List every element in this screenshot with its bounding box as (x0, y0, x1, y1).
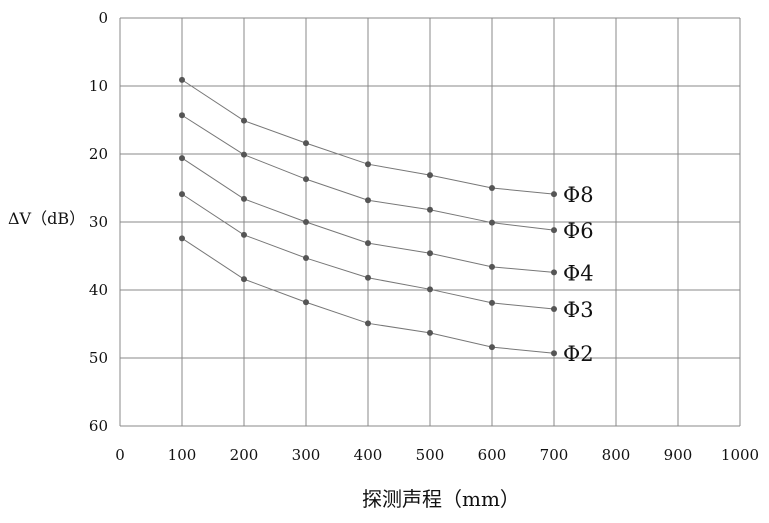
data-point (427, 329, 433, 336)
data-point (241, 231, 247, 238)
x-tick-label: 900 (664, 446, 693, 464)
x-tick-label: 400 (354, 446, 383, 464)
data-point (551, 350, 557, 357)
data-point (179, 155, 185, 162)
y-tick-label: 40 (89, 281, 108, 299)
data-point (551, 227, 557, 234)
y-tick-label: 60 (89, 417, 108, 435)
data-point (427, 286, 433, 293)
grid (119, 17, 741, 427)
x-tick-label: 100 (168, 446, 197, 464)
data-point (303, 176, 309, 183)
y-tick-label: 30 (89, 213, 108, 231)
x-tick-label: 600 (478, 446, 507, 464)
x-tick-label: 700 (540, 446, 569, 464)
tick-labels: 0 100 200 300 400 500 600 700 800 900 1000 0 10 20 30 4… (89, 9, 759, 464)
data-point (427, 250, 433, 257)
x-tick-label: 500 (416, 446, 445, 464)
data-point (551, 269, 557, 276)
data-point (551, 191, 557, 198)
data-point (241, 117, 247, 124)
data-point (241, 151, 247, 158)
data-point (179, 76, 185, 83)
data-point (365, 197, 371, 204)
y-tick-label: 10 (89, 77, 108, 95)
data-point (489, 299, 495, 306)
x-tick-label: 300 (292, 446, 321, 464)
data-point (365, 274, 371, 281)
data-point (303, 255, 309, 262)
data-point (179, 235, 185, 242)
data-point (489, 344, 495, 351)
x-axis-label: 探测声程（mm） (362, 487, 520, 511)
data-point (489, 219, 495, 226)
data-point (179, 191, 185, 198)
series-label: Φ4 (563, 261, 594, 285)
data-point (179, 112, 185, 119)
data-point (365, 240, 371, 247)
data-point (551, 306, 557, 313)
data-point (365, 161, 371, 168)
data-point (303, 299, 309, 306)
series-group: Φ8 Φ6 Φ4 Φ3 Φ2 (179, 76, 594, 366)
series-label: Φ3 (563, 298, 594, 322)
data-point (303, 219, 309, 225)
x-tick-label: 0 (115, 446, 125, 464)
data-point (427, 172, 433, 179)
x-tick-label: 800 (602, 446, 631, 464)
y-tick-label: 0 (98, 9, 108, 27)
series-label: Φ6 (563, 219, 594, 243)
data-point (489, 185, 495, 191)
data-point (427, 206, 433, 213)
data-point (365, 320, 371, 327)
x-tick-label: 1000 (721, 446, 759, 464)
data-point (241, 276, 247, 283)
data-point (241, 195, 247, 202)
series-label: Φ2 (563, 342, 594, 366)
y-tick-label: 50 (89, 349, 108, 367)
y-axis-label: ΔV（dB） (8, 209, 85, 228)
series-label: Φ8 (563, 183, 594, 207)
y-tick-label: 20 (89, 145, 108, 163)
data-point (303, 140, 309, 147)
x-tick-label: 200 (230, 446, 259, 464)
data-point (489, 263, 495, 270)
